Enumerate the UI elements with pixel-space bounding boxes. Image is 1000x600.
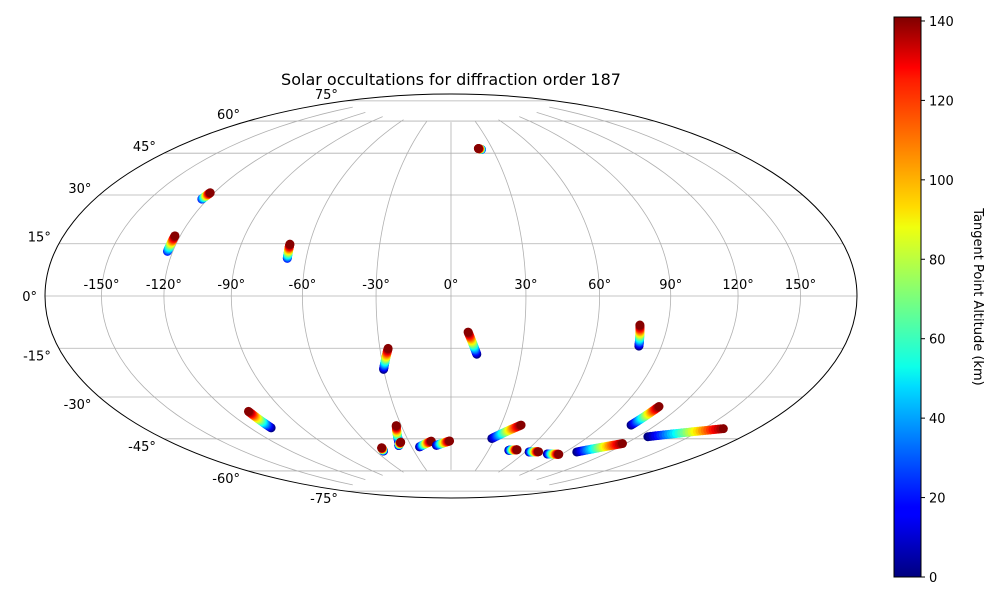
data-point [396,437,406,447]
latitude-tick-label: 45° [133,140,156,155]
data-point [512,445,522,455]
data-point [534,447,544,457]
occultation-track [377,443,389,456]
latitude-tick-label: 75° [315,88,338,103]
latitude-tick-label: 30° [68,182,91,197]
data-points [162,144,728,459]
data-point [463,327,473,337]
colorbar-tick-label: 80 [929,253,946,268]
latitude-tick-label: -75° [310,492,338,507]
data-point [554,449,564,459]
data-point [617,439,627,449]
data-point [445,436,455,446]
occultation-track [463,327,482,359]
colorbar-ticks: 0 20 40 60 80 100 120 140 [921,15,954,586]
occultation-track [634,320,645,351]
colorbar-tick-label: 120 [929,94,954,109]
longitude-tick-label: -120° [146,278,182,293]
occultation-track [626,402,664,430]
longitude-tick-label: -150° [83,278,119,293]
occultation-track [197,188,215,204]
map-grid [45,100,857,492]
data-point [654,402,664,411]
occultation-track [162,231,180,256]
latitude-tick-label: -60° [212,472,240,487]
colorbar-tick-label: 60 [929,333,946,348]
map-plot-area: -150° -120° -90° -60° -30° 0° 30° 60° 90° 120° 150… [22,88,858,507]
longitude-tick-label: 0° [444,278,459,293]
latitude-tick-label: -30° [64,398,92,413]
longitude-gridline [301,119,404,473]
occultation-track [487,420,526,443]
occultation-track [394,437,406,451]
data-point [377,443,387,453]
data-point [391,421,401,431]
data-point [285,239,295,249]
colorbar-tick-label: 40 [929,412,946,427]
latitude-tick-label: -15° [23,349,51,364]
latitude-tick-label: 60° [217,108,240,123]
colorbar: 0 20 40 60 80 100 120 140 Tangent Point Altitud… [893,15,985,586]
occultation-track [379,343,393,374]
longitude-tick-label: -30° [362,278,390,293]
longitude-tick-labels: -150° -120° -90° -60° -30° 0° 30° 60° 90° 120° 150… [83,278,816,293]
occultation-track [282,239,295,263]
longitude-gridline [375,121,427,471]
colorbar-gradient [893,16,922,578]
data-point [383,343,393,353]
latitude-tick-label: -45° [128,440,156,455]
occultation-track [473,144,486,154]
colorbar-label: Tangent Point Altitude (km) [970,207,985,385]
colorbar-tick-label: 100 [929,174,954,189]
longitude-tick-label: -90° [217,278,245,293]
longitude-gridline [549,106,801,486]
occultation-track [542,449,564,459]
data-point [243,406,253,416]
occultation-track [643,424,728,442]
longitude-gridline [498,119,601,473]
longitude-tick-label: -60° [289,278,317,293]
longitude-gridline [475,121,527,471]
data-point [516,420,526,430]
map-boundary [44,93,858,499]
longitude-tick-label: 30° [514,278,537,293]
occultation-track [524,447,544,457]
occultation-track [431,436,455,450]
longitude-tick-label: 90° [659,278,682,293]
occultation-track [415,436,436,452]
data-point [473,144,483,154]
longitude-tick-label: 120° [722,278,753,293]
latitude-tick-label: 15° [28,231,51,246]
longitude-gridline [101,106,353,486]
longitude-gridline [230,116,383,476]
data-point [718,424,728,434]
longitude-gridline [163,112,366,480]
longitude-tick-label: 150° [785,278,816,293]
occultation-track [243,406,276,433]
data-point [205,188,215,198]
data-point [635,320,645,330]
chart-title: Solar occultations for diffraction order… [281,70,621,89]
longitude-tick-label: 60° [588,278,611,293]
colorbar-tick-label: 20 [929,492,946,507]
colorbar-tick-label: 0 [929,571,937,586]
latitude-tick-label: 0° [22,290,37,305]
occultation-track [504,445,522,455]
data-point [170,231,180,241]
longitude-gridline [519,116,672,476]
longitude-gridline [536,112,739,480]
occultation-track [572,439,627,457]
colorbar-tick-label: 140 [929,15,954,30]
latitude-tick-labels: 75° 60° 45° 30° 15° 0° -15° -30° -45° -60° -75° [22,88,338,507]
